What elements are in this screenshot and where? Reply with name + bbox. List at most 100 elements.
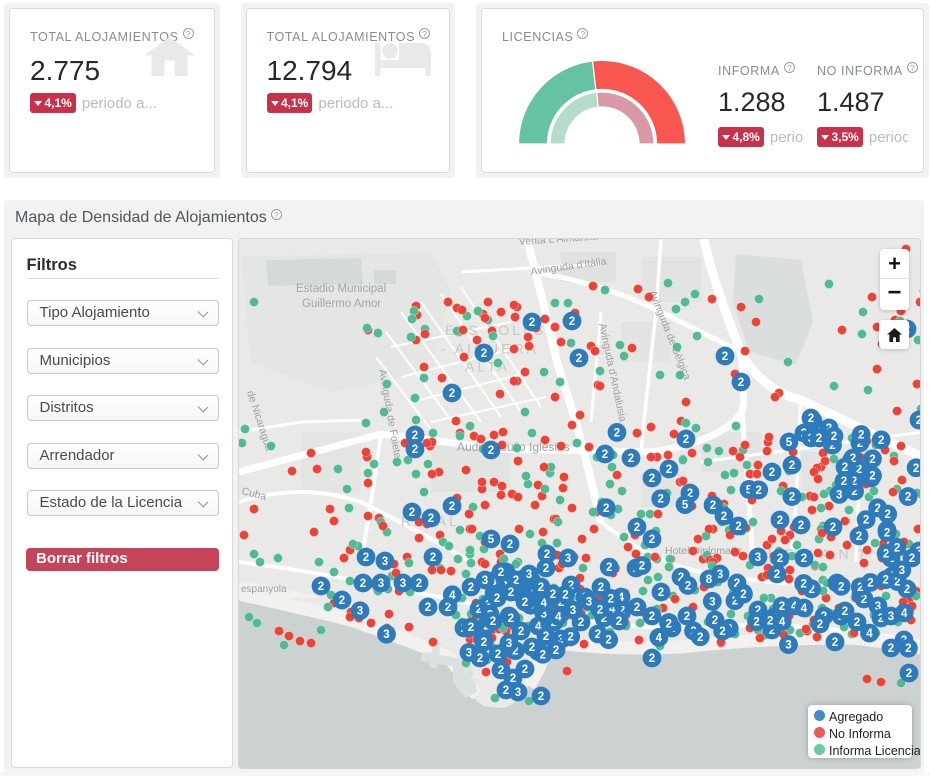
svg-text:2: 2 [606,562,612,574]
svg-text:2: 2 [685,580,691,592]
svg-text:2: 2 [503,685,509,697]
svg-text:3: 3 [565,553,571,565]
svg-text:4: 4 [791,601,798,613]
svg-text:2: 2 [601,613,607,625]
svg-text:2: 2 [360,578,366,590]
svg-text:2: 2 [678,572,684,584]
svg-text:2: 2 [769,467,775,479]
svg-text:2: 2 [857,581,863,593]
svg-text:2: 2 [851,476,857,488]
svg-text:2: 2 [508,587,514,599]
svg-text:2: 2 [658,493,664,505]
svg-text:3: 3 [383,629,389,641]
svg-text:2: 2 [740,589,746,601]
svg-text:2: 2 [605,634,611,646]
svg-text:2: 2 [522,664,528,676]
svg-text:4: 4 [618,592,625,604]
svg-text:4: 4 [541,597,548,609]
svg-text:2: 2 [449,388,455,400]
svg-text:2: 2 [578,617,584,629]
svg-text:2: 2 [735,521,741,533]
svg-text:2: 2 [884,509,890,521]
svg-text:2: 2 [808,413,814,425]
svg-text:2: 2 [495,649,501,661]
svg-text:2: 2 [553,645,559,657]
svg-text:2: 2 [666,464,672,476]
svg-text:2: 2 [363,552,369,564]
svg-text:2: 2 [412,430,418,442]
svg-text:3: 3 [570,605,576,617]
svg-text:2: 2 [857,437,863,449]
svg-text:2: 2 [712,615,718,627]
svg-text:2: 2 [858,429,864,441]
svg-text:2: 2 [789,460,795,472]
svg-text:2: 2 [684,611,690,623]
svg-text:8: 8 [706,574,713,586]
svg-text:2: 2 [649,473,655,485]
svg-text:2: 2 [816,433,822,445]
svg-text:espanyola: espanyola [241,584,287,595]
svg-text:3: 3 [357,605,363,617]
svg-text:4: 4 [801,603,808,615]
svg-text:5: 5 [682,499,689,511]
svg-text:2: 2 [906,668,912,680]
svg-text:2: 2 [905,491,911,503]
svg-text:2: 2 [602,449,608,461]
svg-text:Estadio Municipal: Estadio Municipal [296,283,386,295]
svg-text:2: 2 [416,578,422,590]
svg-text:2: 2 [734,578,740,590]
svg-text:2: 2 [856,464,862,476]
svg-text:2: 2 [445,602,451,614]
svg-text:2: 2 [894,576,900,588]
svg-text:2: 2 [488,445,494,457]
svg-text:2: 2 [628,453,634,465]
svg-text:3: 3 [717,569,723,581]
svg-text:2: 2 [909,553,915,565]
svg-text:3: 3 [382,556,388,568]
svg-text:2: 2 [861,594,867,606]
svg-text:2: 2 [777,553,783,565]
svg-text:2: 2 [639,560,645,572]
svg-text:2: 2 [543,631,549,643]
svg-text:2: 2 [808,583,814,595]
svg-text:2: 2 [634,522,640,534]
svg-text:3: 3 [785,639,791,651]
svg-text:2: 2 [318,581,324,593]
svg-text:2: 2 [562,589,568,601]
svg-text:2: 2 [894,542,900,554]
svg-text:3: 3 [888,611,894,623]
svg-text:2: 2 [576,353,582,365]
svg-text:2: 2 [538,582,544,594]
svg-text:2: 2 [719,625,725,637]
svg-text:3: 3 [526,569,532,581]
svg-text:2: 2 [339,595,345,607]
svg-text:2: 2 [510,673,516,685]
svg-text:4: 4 [901,607,908,619]
svg-text:2: 2 [800,578,806,590]
svg-text:2: 2 [634,602,640,614]
svg-text:3: 3 [755,552,761,564]
svg-text:2: 2 [513,575,519,587]
svg-text:2: 2 [884,527,890,539]
svg-text:2: 2 [481,637,487,649]
svg-text:3: 3 [400,578,406,590]
svg-text:2: 2 [550,589,556,601]
svg-text:2: 2 [558,597,564,609]
svg-text:4: 4 [535,621,542,633]
svg-text:3: 3 [875,601,881,613]
svg-text:3: 3 [586,596,592,608]
svg-text:Guillermo Amor: Guillermo Amor [302,298,381,310]
svg-text:2: 2 [595,629,601,641]
svg-text:2: 2 [798,520,804,532]
svg-text:2: 2 [878,613,884,625]
svg-text:2: 2 [538,691,544,703]
svg-text:3: 3 [378,578,384,590]
svg-text:2: 2 [817,619,823,631]
svg-text:3: 3 [482,575,488,587]
svg-text:2: 2 [598,582,604,594]
svg-text:5: 5 [746,484,753,496]
svg-text:3: 3 [506,638,512,650]
svg-text:2: 2 [569,316,575,328]
svg-text:2: 2 [449,501,455,513]
svg-text:2: 2 [498,567,504,579]
